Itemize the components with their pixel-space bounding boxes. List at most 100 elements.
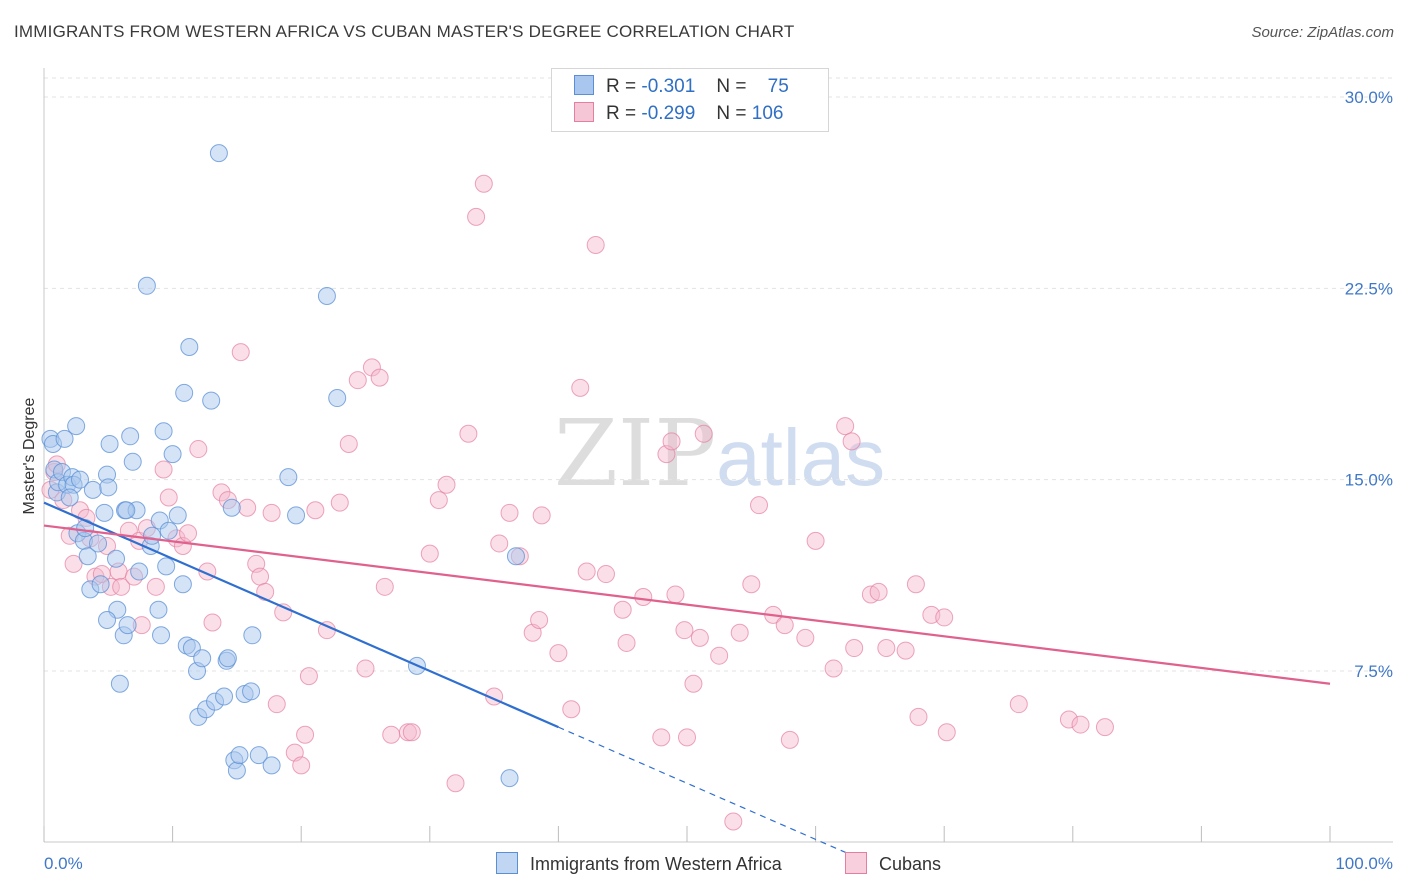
cubans-point xyxy=(662,432,681,451)
western-africa-point xyxy=(222,498,241,517)
cubans-point xyxy=(730,623,749,642)
cubans-point xyxy=(437,475,456,494)
legend-item-cubans[interactable]: Cubans xyxy=(845,852,941,875)
western-africa-point xyxy=(154,422,173,441)
r-value: -0.299 xyxy=(641,103,696,124)
western-africa-point xyxy=(149,600,168,619)
western-africa-point xyxy=(100,434,119,453)
cubans-point xyxy=(690,628,709,647)
western-africa-point xyxy=(99,478,118,497)
cubans-point xyxy=(203,613,222,632)
western-africa-point xyxy=(107,549,126,568)
n-label: N = xyxy=(716,76,747,97)
cubans-point xyxy=(446,774,465,793)
cubans-point xyxy=(429,491,448,510)
cubans-point xyxy=(562,700,581,719)
cubans-point xyxy=(262,503,281,522)
cubans-point xyxy=(330,493,349,512)
n-value: 106 xyxy=(751,103,784,124)
y-axis-label: Master's Degree xyxy=(21,397,38,514)
western-africa-point xyxy=(91,575,110,594)
western-africa-point xyxy=(83,480,102,499)
cubans-point xyxy=(750,496,769,515)
western-africa-point xyxy=(157,557,176,576)
western-africa-point xyxy=(67,417,86,436)
cubans-point xyxy=(64,554,83,573)
stats-legend: R = -0.301 N = 75 R = -0.299 N = 106 xyxy=(551,68,829,132)
western-africa-point xyxy=(95,503,114,522)
cubans-point xyxy=(780,730,799,749)
western-africa-point xyxy=(249,746,268,765)
legend-label: Cubans xyxy=(879,854,942,874)
western-africa-point xyxy=(243,626,262,645)
cubans-point xyxy=(339,434,358,453)
cubans-point xyxy=(675,621,694,640)
western-africa-trend-line xyxy=(43,501,559,729)
western-africa-point xyxy=(317,286,336,305)
cubans-point xyxy=(775,616,794,635)
cubans-point xyxy=(356,659,375,678)
cubans-point xyxy=(710,646,729,665)
cubans-point xyxy=(652,728,671,747)
pink-swatch xyxy=(845,852,867,874)
legend-row-cubans: R = -0.299 N = 106 xyxy=(574,102,783,126)
cubans-point xyxy=(806,531,825,550)
western-africa-point xyxy=(163,445,182,464)
cubans-point xyxy=(370,368,389,387)
cubans-point xyxy=(836,417,855,436)
western-africa-point xyxy=(123,452,142,471)
cubans-point xyxy=(238,498,257,517)
x-tick-label: 0.0% xyxy=(44,854,83,873)
y-tick-label: 22.5% xyxy=(1345,279,1393,298)
western-africa-point xyxy=(55,429,74,448)
western-africa-point xyxy=(117,501,136,520)
n-label: N = xyxy=(716,103,747,124)
cubans-point xyxy=(532,506,551,525)
y-tick-label: 7.5% xyxy=(1354,662,1393,681)
blue-swatch xyxy=(496,852,518,874)
cubans-point xyxy=(362,358,381,377)
cubans-point xyxy=(694,424,713,443)
chart-title: IMMIGRANTS FROM WESTERN AFRICA VS CUBAN … xyxy=(14,22,795,41)
western-africa-point xyxy=(60,488,79,507)
cubans-point xyxy=(877,639,896,658)
legend-item-western-africa[interactable]: Immigrants from Western Africa xyxy=(496,852,782,875)
western-africa-points xyxy=(41,144,525,788)
cubans-point xyxy=(251,567,270,586)
western-africa-point xyxy=(137,276,156,295)
cubans-point xyxy=(267,695,286,714)
western-africa-point xyxy=(173,575,192,594)
western-africa-point xyxy=(500,769,519,788)
western-africa-point xyxy=(130,562,149,581)
trend-lines xyxy=(43,501,1331,860)
watermark-zip: ZIP xyxy=(554,400,717,507)
cubans-point xyxy=(842,432,861,451)
western-africa-point xyxy=(230,746,249,765)
cubans-point xyxy=(179,524,198,543)
legend-label: Immigrants from Western Africa xyxy=(530,854,782,874)
x-tick-label: 100.0% xyxy=(1335,854,1393,873)
cubans-point xyxy=(896,641,915,660)
cubans-point xyxy=(742,575,761,594)
western-africa-point xyxy=(159,521,178,540)
watermark-atlas: atlas xyxy=(716,413,886,502)
western-africa-point xyxy=(193,649,212,668)
western-africa-point xyxy=(180,338,199,357)
cubans-point xyxy=(577,562,596,581)
tick-labels: 7.5% 15.0% 22.5% 30.0% 0.0% 100.0% xyxy=(44,88,1393,873)
western-africa-point xyxy=(328,389,347,408)
cubans-point xyxy=(571,378,590,397)
western-africa-trend-extension xyxy=(558,726,861,860)
cubans-point xyxy=(348,371,367,390)
cubans-point xyxy=(549,644,568,663)
western-africa-point xyxy=(89,534,108,553)
cubans-point xyxy=(159,488,178,507)
cubans-point xyxy=(296,725,315,744)
cubans-points xyxy=(41,174,1114,831)
r-label: R = xyxy=(606,76,637,97)
cubans-point xyxy=(666,585,685,604)
cubans-point xyxy=(935,608,954,627)
western-africa-point xyxy=(98,610,117,629)
cubans-point xyxy=(1071,715,1090,734)
watermark: ZIPatlas xyxy=(554,400,885,507)
